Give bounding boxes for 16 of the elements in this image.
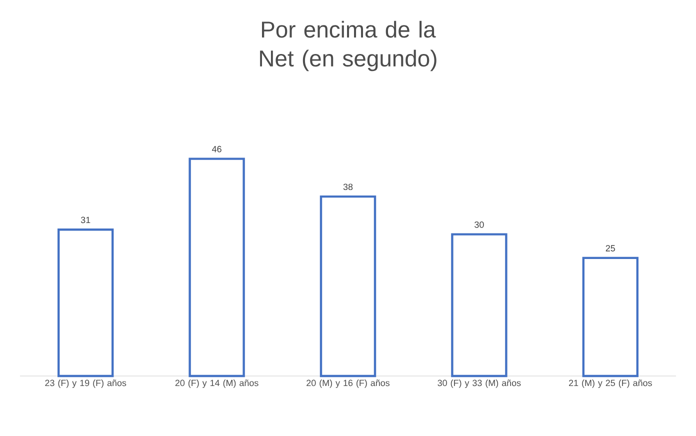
x-tick-label: 23 (F) y 19 (F) años	[45, 380, 126, 388]
bar	[188, 158, 245, 378]
data-label: 31	[80, 216, 90, 224]
bar	[320, 195, 376, 378]
data-label: 25	[606, 245, 616, 252]
bar	[582, 256, 638, 378]
x-tick-label: 21 (M) y 25 (F) años	[569, 380, 652, 388]
bar	[451, 233, 508, 378]
data-label: 30	[474, 221, 484, 228]
data-label: 46	[212, 146, 222, 152]
x-tick-label: 30 (F) y 33 (M) años	[438, 380, 521, 388]
x-tick-label: 20 (M) y 16 (F) años	[306, 380, 390, 388]
bar	[58, 228, 114, 378]
x-tick-label: 20 (F) y 14 (M) años	[175, 380, 258, 388]
chart-title: Por encima de la Net (en segundo)	[260, 20, 436, 72]
data-label: 38	[343, 184, 353, 190]
